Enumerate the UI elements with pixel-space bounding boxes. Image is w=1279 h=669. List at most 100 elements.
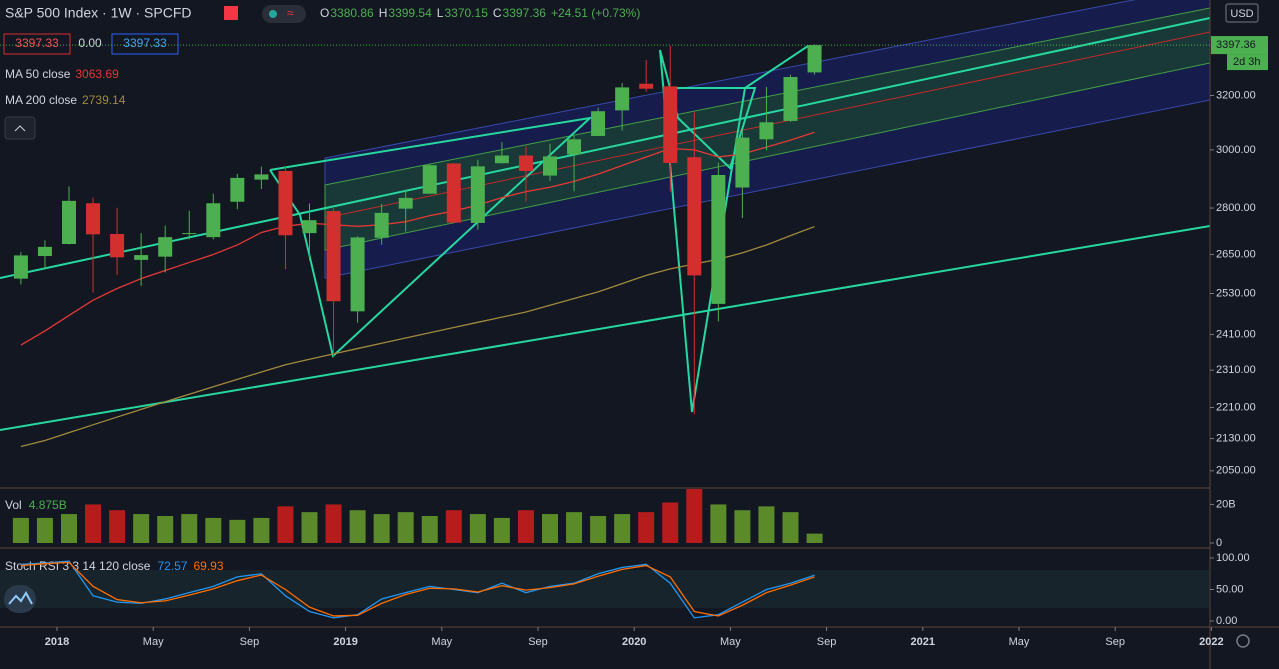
legend-name: MA 50 close	[5, 67, 71, 81]
trend-line	[0, 225, 1211, 431]
y-tick-label: 2410.00	[1216, 328, 1256, 340]
sell-box[interactable]	[3, 33, 71, 55]
candle-body	[735, 137, 750, 188]
volume-bar	[566, 512, 583, 543]
volume-bar	[469, 514, 486, 543]
volume-bar	[181, 514, 198, 543]
volume-bar	[421, 516, 438, 543]
volume-bar	[638, 512, 655, 543]
volume-bar	[301, 512, 318, 543]
legend-name: MA 200 close	[5, 93, 77, 107]
volume-bar	[686, 489, 703, 543]
buy-box[interactable]	[111, 33, 179, 55]
candle-body	[494, 155, 509, 164]
countdown-box	[1227, 54, 1268, 71]
indicator-icon-mark	[8, 591, 33, 605]
y-tick-label: 2310.00	[1216, 364, 1256, 376]
x-tick-label: 2019	[333, 636, 357, 648]
candle-body	[398, 197, 413, 209]
candle-body	[350, 237, 365, 312]
x-tick-label: May	[1009, 636, 1030, 648]
candle-body	[278, 170, 293, 236]
stoch-value: 72.57	[157, 559, 187, 573]
y-tick-label: 2650.00	[1216, 248, 1256, 260]
x-tick-label: Sep	[240, 636, 260, 648]
last-price-box	[1211, 36, 1268, 55]
y-tick-label: 2130.00	[1216, 432, 1256, 444]
y-tick-label: 3200.00	[1216, 89, 1256, 101]
ohlc-value: 3397.36	[503, 6, 547, 20]
candle-body	[759, 122, 774, 140]
volume-bar	[493, 517, 510, 543]
x-tick-label: Sep	[817, 636, 837, 648]
candle-body	[62, 200, 76, 245]
moving-average	[20, 225, 815, 448]
volume-bar	[157, 516, 174, 543]
volume-bar	[806, 533, 823, 543]
volume-bar	[445, 510, 462, 543]
collapse-icon	[14, 125, 26, 132]
candle-body	[182, 233, 197, 235]
x-tick-label: 2020	[622, 636, 646, 648]
last-price: 3397.36	[1216, 39, 1256, 51]
ohlc-key: C	[493, 6, 502, 20]
volume-bar	[373, 514, 390, 543]
volume-bar	[542, 514, 558, 543]
currency-box[interactable]	[1225, 3, 1259, 23]
candle-body	[567, 139, 582, 155]
candle-body	[230, 177, 245, 202]
stoch-line	[20, 561, 815, 617]
spread: 0.00	[78, 36, 102, 50]
y-tick-label: 2800.00	[1216, 202, 1256, 214]
legend-value: 2739.14	[82, 93, 126, 107]
candle-body	[158, 237, 173, 257]
candle-body	[110, 234, 125, 258]
ohlc-key: L	[437, 6, 444, 20]
volume-title: Vol	[5, 498, 22, 512]
volume-bar	[253, 517, 270, 543]
y-tick-label: 20B	[1216, 498, 1236, 510]
volume-bar	[349, 510, 366, 543]
ohlc-value: 3370.15	[444, 6, 488, 20]
y-tick-label: 3000.00	[1216, 144, 1256, 156]
candle-body	[37, 246, 52, 257]
flag-icon[interactable]	[224, 6, 238, 20]
candle-body	[86, 203, 101, 235]
candle-body	[663, 86, 678, 163]
x-tick-label: Sep	[1105, 636, 1125, 648]
x-tick-label: 2022	[1199, 636, 1223, 648]
candle-body	[446, 163, 461, 223]
collapse-button[interactable]	[4, 116, 36, 140]
ohlc-value: 3380.86	[330, 6, 374, 20]
x-tick-label: Sep	[528, 636, 548, 648]
currency: USD	[1230, 8, 1253, 20]
y-tick-label: 50.00	[1216, 583, 1244, 595]
x-tick-label: 2021	[911, 636, 935, 648]
ohlc-value: 3399.54	[388, 6, 432, 20]
x-tick-label: May	[143, 636, 164, 648]
y-tick-label: 0	[1216, 537, 1222, 549]
x-tick-label: May	[431, 636, 452, 648]
moving-average	[20, 131, 815, 346]
status-toggle[interactable]	[262, 5, 306, 23]
volume-bar	[734, 510, 751, 543]
volume-bar	[61, 514, 77, 543]
candle-body	[591, 111, 606, 136]
volume-bar	[12, 517, 29, 543]
volume-bar	[397, 512, 414, 543]
volume-value: 4.875B	[29, 498, 67, 512]
pattern	[269, 116, 594, 358]
y-tick-label: 100.00	[1216, 552, 1250, 564]
candle-body	[374, 212, 389, 238]
candle-body	[326, 211, 341, 302]
candle-body	[687, 157, 702, 276]
ohlc-key: O	[320, 6, 329, 20]
candle-body	[134, 255, 149, 260]
candle-body	[711, 174, 726, 304]
change: +24.51 (+0.73%)	[551, 6, 640, 20]
volume-bar	[517, 510, 534, 543]
settings-icon[interactable]	[1236, 634, 1250, 648]
volume-bar	[229, 519, 246, 543]
